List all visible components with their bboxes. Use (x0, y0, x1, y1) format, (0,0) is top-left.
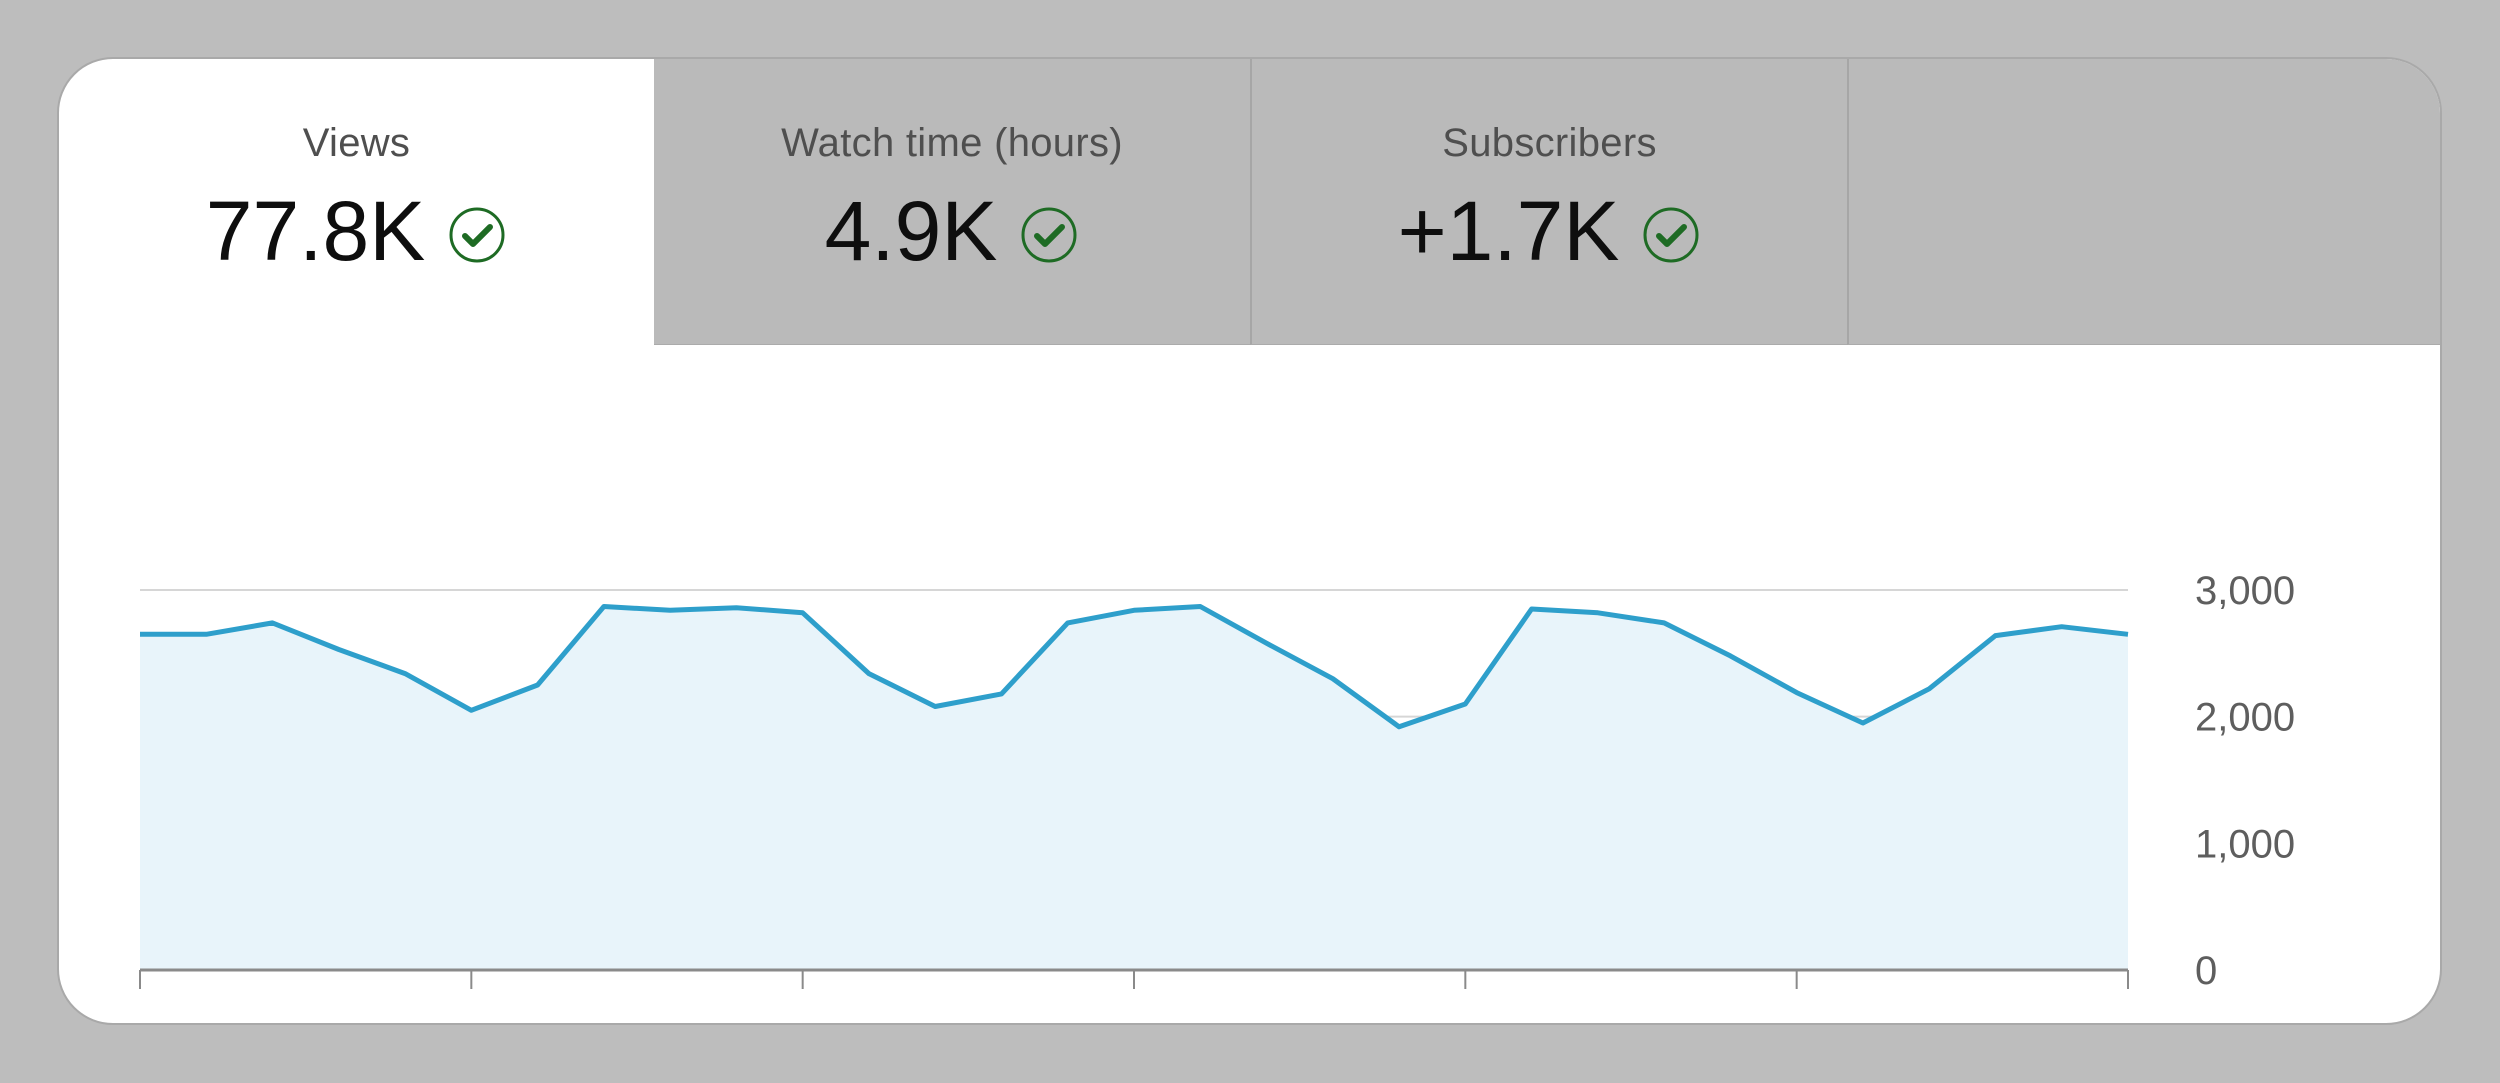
check-circle-icon (449, 207, 505, 263)
tab-views-label: Views (302, 121, 411, 165)
tab-subscribers-label: Subscribers (1442, 121, 1657, 165)
tab-watch-time[interactable]: Watch time (hours) 4.9K (654, 59, 1250, 345)
y-tick-label: 0 (2195, 949, 2217, 993)
tab-empty (1847, 59, 2440, 345)
y-tick-label: 3,000 (2195, 569, 2295, 613)
y-tick-label: 1,000 (2195, 822, 2295, 866)
chart-x-axis (139, 968, 2129, 989)
check-circle-icon (1021, 207, 1077, 263)
tab-watch-time-label: Watch time (hours) (781, 121, 1123, 165)
chart-series-line (140, 604, 2129, 730)
tab-subscribers-value: +1.7K (1397, 184, 1620, 278)
analytics-card: Views 77.8K Watch time (hours) 4.9K Subs… (57, 57, 2442, 1025)
tab-views[interactable]: Views 77.8K (59, 59, 654, 345)
tab-watch-time-value: 4.9K (824, 184, 998, 278)
tab-views-value: 77.8K (205, 184, 426, 278)
views-line-chart: 3,000 2,000 1,000 0 (139, 569, 2295, 993)
tab-subscribers[interactable]: Subscribers +1.7K (1250, 59, 1847, 345)
check-circle-icon (1643, 207, 1699, 263)
metric-tabs: Views 77.8K Watch time (hours) 4.9K Subs… (59, 59, 2440, 345)
y-tick-label: 2,000 (2195, 696, 2295, 740)
chart-area-fill (140, 606, 2128, 970)
chart-y-axis: 3,000 2,000 1,000 0 (2195, 569, 2295, 993)
